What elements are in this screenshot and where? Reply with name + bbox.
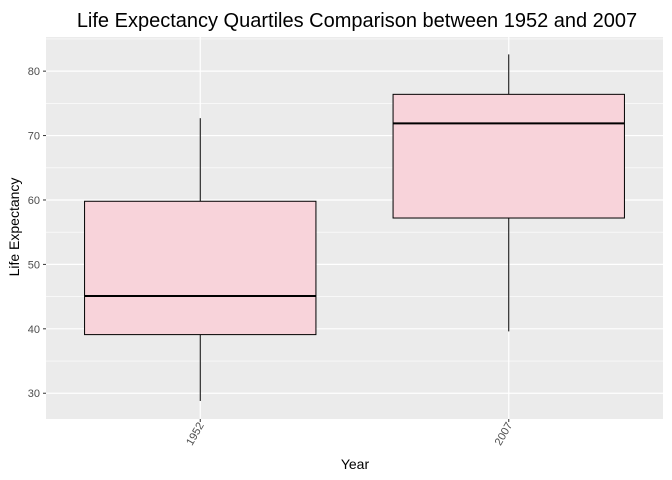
iqr-box bbox=[392, 93, 625, 219]
y-tick-label: 70 bbox=[28, 131, 40, 143]
y-tick-label: 30 bbox=[28, 388, 40, 400]
chart-title: Life Expectancy Quartiles Comparison bet… bbox=[77, 10, 637, 32]
iqr-box bbox=[84, 200, 317, 336]
y-tick-label: 60 bbox=[28, 195, 40, 207]
x-tick-label: 2007 bbox=[493, 421, 516, 448]
x-tick-label: 1952 bbox=[184, 421, 207, 448]
box-2007 bbox=[392, 54, 625, 332]
box-1952 bbox=[84, 118, 317, 401]
x-axis-ticks: 1952 2007 bbox=[184, 419, 515, 448]
x-axis-title: Year bbox=[341, 456, 370, 472]
boxes bbox=[84, 54, 625, 401]
y-tick-label: 80 bbox=[28, 66, 40, 78]
y-axis-ticks: 30 40 50 60 70 80 bbox=[28, 66, 46, 400]
y-axis-title: Life Expectancy bbox=[6, 178, 22, 277]
y-tick-label: 40 bbox=[28, 324, 40, 336]
y-tick-label: 50 bbox=[28, 259, 40, 271]
